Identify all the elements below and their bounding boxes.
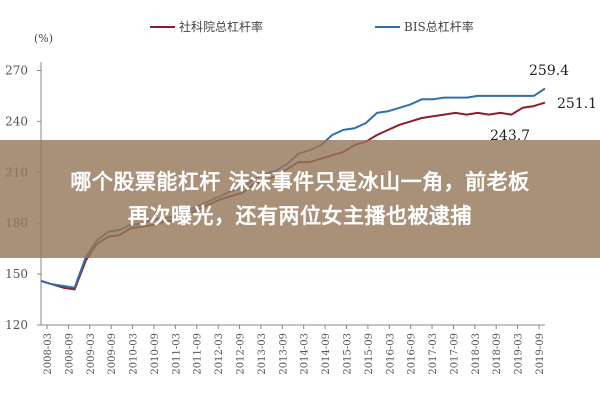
- y-axis-unit: (%): [34, 32, 53, 45]
- x-tick-label: 2015-09: [364, 333, 375, 375]
- y-tick-label: 120: [5, 318, 28, 332]
- x-tick-label: 2010-03: [129, 333, 140, 375]
- annotation-bis-end-value: 259.4: [529, 63, 569, 79]
- headline-line-2: 再次曝光，还有两位女主播也被逮捕: [128, 204, 472, 228]
- x-tick-label: 2011-03: [171, 333, 182, 375]
- x-tick-label: 2019-09: [535, 333, 546, 375]
- x-tick-label: 2013-09: [278, 333, 289, 375]
- x-tick-label: 2012-03: [214, 333, 225, 375]
- y-tick-label: 240: [5, 114, 28, 128]
- x-tick-label: 2010-09: [150, 333, 161, 375]
- x-tick-label: 2013-03: [257, 333, 268, 375]
- legend-label-series-2: BIS总杠杆率: [404, 19, 474, 34]
- y-tick-label: 150: [5, 267, 28, 281]
- x-tick-label: 2009-09: [107, 333, 118, 375]
- headline-banner: 哪个股票能杠杆 沫沫事件只是冰山一角，前老板 再次曝光，还有两位女主播也被逮捕: [0, 140, 600, 258]
- headline-line-1: 哪个股票能杠杆 沫沫事件只是冰山一角，前老板: [70, 170, 530, 194]
- x-tick-label: 2018-03: [471, 333, 482, 375]
- chart-legend: 社科院总杠杆率 BIS总杠杆率: [150, 19, 474, 34]
- x-tick-label: 2018-09: [492, 333, 503, 375]
- x-tick-label: 2017-03: [428, 333, 439, 375]
- x-tick-label: 2008-03: [43, 333, 54, 375]
- x-tick-label: 2017-09: [449, 333, 460, 375]
- x-axis-ticks: 2008-03 2008-09 2009-03 2009-09 2010-03 2010-…: [43, 325, 546, 375]
- x-tick-label: 2009-03: [86, 333, 97, 375]
- y-tick-label: 270: [5, 63, 28, 77]
- legend-label-series-1: 社科院总杠杆率: [179, 19, 263, 34]
- x-tick-label: 2012-09: [236, 333, 247, 375]
- x-tick-label: 2008-09: [64, 333, 75, 375]
- x-tick-label: 2016-03: [385, 333, 396, 375]
- x-tick-label: 2019-03: [514, 333, 525, 375]
- x-tick-label: 2011-09: [193, 333, 204, 375]
- x-tick-label: 2016-09: [407, 333, 418, 375]
- x-tick-label: 2015-03: [342, 333, 353, 375]
- x-tick-label: 2014-03: [300, 333, 311, 375]
- x-tick-label: 2014-09: [321, 333, 332, 375]
- annotation-cass-end-value: 251.1: [557, 96, 597, 112]
